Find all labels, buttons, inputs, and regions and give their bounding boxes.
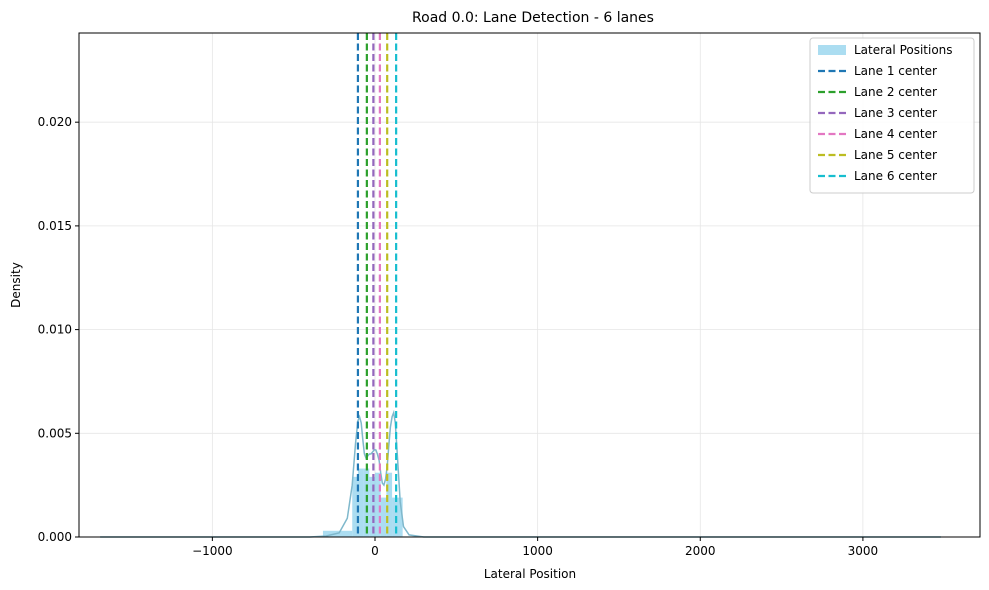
histogram-bar: [392, 497, 403, 537]
y-axis-ticks: 0.000 0.005 0.010 0.015 0.020: [38, 115, 79, 544]
legend-label: Lane 5 center: [854, 148, 937, 162]
histogram-bar: [363, 468, 370, 537]
legend-label: Lane 4 center: [854, 127, 937, 141]
histogram-bar: [352, 476, 358, 537]
legend-label: Lane 2 center: [854, 85, 937, 99]
histogram-bar: [369, 476, 375, 537]
legend-box: [809, 37, 975, 194]
histogram-bar: [374, 472, 381, 537]
y-tick-label: 0.010: [38, 323, 72, 337]
legend-label: Lateral Positions: [854, 43, 953, 57]
y-tick-label: 0.005: [38, 426, 72, 440]
lane-lines: [356, 33, 398, 537]
y-tick-label: 0.020: [38, 115, 72, 129]
x-tick-label: 3000: [848, 544, 879, 558]
legend-swatch-histogram: [818, 45, 846, 55]
chart-title: Road 0.0: Lane Detection - 6 lanes: [412, 10, 654, 26]
histogram-bar: [380, 497, 387, 537]
legend-label: Lane 1 center: [854, 64, 937, 78]
plot-frame: [78, 32, 981, 538]
legend-label: Lane 6 center: [854, 169, 937, 183]
legend: Lateral Positions Lane 1 center Lane 2 cen…: [809, 37, 975, 194]
x-axis-label: Lateral Position: [484, 567, 576, 581]
y-tick-label: 0.000: [38, 530, 72, 544]
x-axis-ticks: −1000 0 1000 2000 3000: [192, 537, 878, 558]
histogram-bar: [357, 468, 364, 537]
x-tick-label: 2000: [685, 544, 716, 558]
x-tick-label: 0: [371, 544, 379, 558]
histogram: [100, 468, 941, 537]
y-axis-label: Density: [9, 262, 23, 308]
x-tick-label: 1000: [522, 544, 553, 558]
legend-label: Lane 3 center: [854, 106, 937, 120]
x-tick-label: −1000: [192, 544, 233, 558]
kde-curve: [100, 409, 941, 538]
histogram-bar: [386, 472, 393, 537]
y-tick-label: 0.015: [38, 219, 72, 233]
